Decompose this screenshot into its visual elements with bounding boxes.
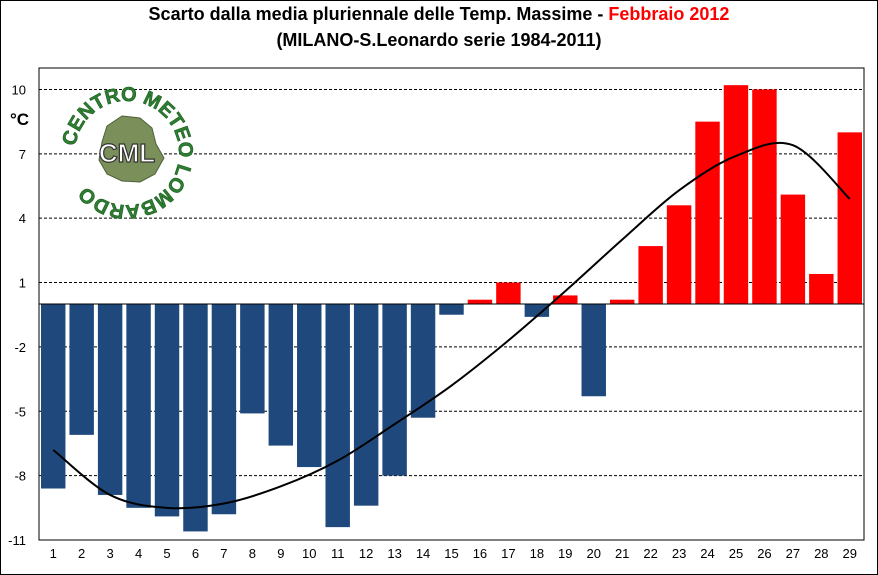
cml-logo: CENTRO METEO LOMBARDO CML bbox=[58, 83, 196, 222]
x-tick-label: 14 bbox=[416, 546, 430, 561]
bar bbox=[496, 282, 521, 304]
logo-center-text: CML bbox=[99, 138, 155, 168]
bar bbox=[97, 304, 123, 495]
y-tick-label: -2 bbox=[14, 340, 26, 355]
x-tick-label: 27 bbox=[786, 546, 800, 561]
bar bbox=[240, 304, 265, 414]
x-tick-label: 24 bbox=[700, 546, 714, 561]
x-tick-label: 19 bbox=[558, 546, 572, 561]
lombardy-map-shape bbox=[98, 115, 165, 183]
bar bbox=[353, 304, 379, 506]
chart-title-month: Febbraio 2012 bbox=[608, 4, 730, 24]
bar bbox=[780, 194, 806, 304]
trend-line bbox=[52, 141, 851, 510]
bar bbox=[439, 304, 464, 315]
bar bbox=[524, 304, 550, 317]
x-tick-label: 10 bbox=[302, 546, 316, 561]
bar bbox=[41, 304, 66, 489]
x-tick-label: 29 bbox=[843, 546, 857, 561]
chart-subtitle: (MILANO-S.Leonardo serie 1984-2011) bbox=[276, 30, 602, 50]
bar bbox=[382, 304, 407, 476]
x-tick-label: 28 bbox=[814, 546, 828, 561]
bar bbox=[553, 295, 578, 304]
bar bbox=[154, 304, 180, 517]
y-tick-label: -5 bbox=[14, 404, 26, 419]
x-tick-label: 13 bbox=[387, 546, 401, 561]
x-axis-ticks: 1 2 3 4 5 6 7 8 9 10 11 12 13 14 15 16 17 18 19 20 21 22 23 24 2… bbox=[50, 546, 857, 561]
x-tick-label: 22 bbox=[643, 546, 657, 561]
y-tick-label: 1 bbox=[19, 276, 26, 291]
bar bbox=[666, 205, 692, 304]
bar bbox=[752, 89, 777, 304]
bar bbox=[297, 304, 322, 468]
bar bbox=[609, 299, 635, 304]
x-tick-label: 5 bbox=[163, 546, 170, 561]
y-tick-label: 7 bbox=[19, 147, 26, 162]
bar bbox=[467, 299, 493, 304]
bar bbox=[183, 304, 208, 532]
y-axis-unit: °C bbox=[10, 110, 30, 129]
bar bbox=[126, 304, 151, 508]
bar bbox=[268, 304, 294, 446]
x-tick-label: 8 bbox=[249, 546, 256, 561]
x-tick-label: 17 bbox=[501, 546, 515, 561]
bar bbox=[809, 273, 834, 304]
x-tick-label: 16 bbox=[473, 546, 487, 561]
y-tick-label: -11 bbox=[8, 533, 26, 548]
x-tick-label: 7 bbox=[220, 546, 227, 561]
y-tick-label: 4 bbox=[19, 211, 26, 226]
x-tick-label: 11 bbox=[331, 546, 345, 561]
x-tick-label: 25 bbox=[729, 546, 743, 561]
bar bbox=[581, 304, 606, 397]
x-tick-label: 21 bbox=[615, 546, 629, 561]
x-tick-label: 15 bbox=[444, 546, 458, 561]
x-tick-label: 26 bbox=[757, 546, 771, 561]
x-tick-label: 9 bbox=[277, 546, 284, 561]
chart-title-main: Scarto dalla media pluriennale delle Tem… bbox=[148, 4, 609, 24]
bar bbox=[638, 246, 663, 304]
y-tick-label: -8 bbox=[14, 469, 26, 484]
plot-frame bbox=[38, 67, 865, 541]
x-tick-label: 4 bbox=[135, 546, 142, 561]
x-tick-label: 2 bbox=[78, 546, 85, 561]
y-tick-label: 10 bbox=[12, 82, 26, 97]
bar bbox=[695, 121, 720, 305]
bar bbox=[69, 304, 94, 435]
chart-title: Scarto dalla media pluriennale delle Tem… bbox=[0, 4, 878, 25]
x-tick-label: 3 bbox=[107, 546, 114, 561]
x-tick-label: 18 bbox=[530, 546, 544, 561]
bar bbox=[325, 304, 350, 528]
x-tick-label: 23 bbox=[672, 546, 686, 561]
x-tick-label: 1 bbox=[50, 546, 57, 561]
y-axis-ticks: 10 7 4 1 -2 -5 -8 -11 bbox=[8, 82, 26, 548]
bar bbox=[211, 304, 237, 515]
x-tick-label: 6 bbox=[192, 546, 199, 561]
x-tick-label: 20 bbox=[587, 546, 601, 561]
x-tick-label: 12 bbox=[359, 546, 373, 561]
bar bbox=[837, 132, 862, 304]
bar bbox=[723, 85, 749, 304]
